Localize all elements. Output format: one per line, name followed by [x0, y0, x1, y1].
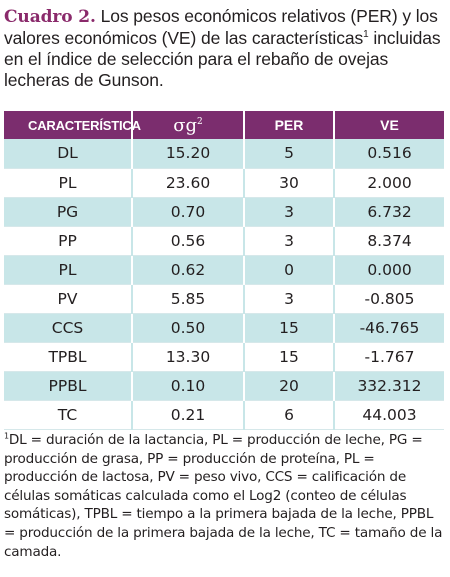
cell-per: 3: [244, 197, 335, 227]
cell-caracteristica: PP: [4, 226, 133, 256]
caption-text: Los pesos económicos relativos (PER) y l…: [4, 6, 438, 48]
cell-caracteristica: PL: [4, 168, 133, 198]
header-sigma-g-label: σg: [173, 114, 198, 136]
cell-caracteristica: CCS: [4, 313, 133, 344]
table-row: PPBL 0.10 20 332.312: [4, 371, 444, 402]
cell-per: 0: [244, 255, 335, 285]
cell-per: 3: [244, 226, 335, 256]
table-caption: Cuadro 2. Los pesos económicos relativos…: [4, 6, 444, 91]
footnote-text: DL = duración de la lactancia, PL = prod…: [4, 432, 443, 560]
table-row: DL 15.20 5 0.516: [4, 139, 444, 169]
table-row: PP 0.56 3 8.374: [4, 226, 444, 256]
table-row: PL 0.62 0 0.000: [4, 255, 444, 285]
cell-sigma-g: 23.60: [132, 168, 245, 198]
cell-sigma-g: 0.56: [132, 226, 245, 256]
cell-per: 15: [244, 342, 335, 373]
footnote-mark: 1: [4, 431, 9, 441]
cell-ve: 0.000: [334, 255, 444, 285]
cell-ve: -1.767: [334, 342, 444, 373]
cell-sigma-g: 0.10: [132, 371, 245, 402]
cell-sigma-g: 0.70: [132, 197, 245, 227]
cell-ve: 332.312: [334, 371, 444, 402]
cell-ve: 44.003: [334, 400, 444, 431]
cell-sigma-g: 5.85: [132, 284, 245, 315]
table-row: TPBL 13.30 15 -1.767: [4, 342, 444, 373]
cell-per: 3: [244, 284, 335, 315]
cell-ve: -0.805: [334, 284, 444, 315]
cell-per: 30: [244, 168, 335, 198]
cell-caracteristica: TPBL: [4, 342, 133, 373]
table-row: PV 5.85 3 -0.805: [4, 284, 444, 315]
cell-caracteristica: DL: [4, 139, 133, 169]
cell-caracteristica: PV: [4, 284, 133, 315]
table-body: DL 15.20 5 0.516 PL 23.60 30 2.000 PG 0.70 3 6.732 P…: [4, 139, 444, 431]
cell-caracteristica: PL: [4, 255, 133, 285]
header-sigma-g: σg2: [132, 111, 245, 139]
cell-caracteristica: PG: [4, 197, 133, 227]
caption-lead: Cuadro 2.: [4, 7, 96, 27]
table-footnote: 1DL = duración de la lactancia, PL = pro…: [4, 431, 446, 561]
economic-weights-table: CARACTERÍSTICA σg2 PER VE DL 15.20 5 0.516 P…: [4, 111, 444, 431]
cell-ve: -46.765: [334, 313, 444, 344]
table-row: PG 0.70 3 6.732: [4, 197, 444, 227]
cell-ve: 8.374: [334, 226, 444, 256]
cell-sigma-g: 0.62: [132, 255, 245, 285]
caption-text-end: incluidas en el índice de selección para…: [4, 28, 441, 90]
cell-ve: 2.000: [334, 168, 444, 198]
cell-sigma-g: 15.20: [132, 139, 245, 169]
header-per: PER: [244, 111, 335, 139]
cell-per: 15: [244, 313, 335, 344]
cell-per: 6: [244, 400, 335, 431]
caption-footnote-mark: 1: [363, 29, 369, 41]
cell-sigma-g: 13.30: [132, 342, 245, 373]
cell-caracteristica: TC: [4, 400, 133, 431]
header-caracteristica: CARACTERÍSTICA: [4, 111, 141, 139]
cell-sigma-g: 0.21: [132, 400, 245, 431]
cell-per: 5: [244, 139, 335, 169]
table-row: PL 23.60 30 2.000: [4, 168, 444, 198]
cell-ve: 6.732: [334, 197, 444, 227]
cell-sigma-g: 0.50: [132, 313, 245, 344]
header-sigma-g-exponent: 2: [197, 116, 203, 127]
header-ve: VE: [380, 117, 399, 133]
cell-caracteristica: PPBL: [4, 371, 133, 402]
cell-per: 20: [244, 371, 335, 402]
cell-ve: 0.516: [334, 139, 444, 169]
table-row: CCS 0.50 15 -46.765: [4, 313, 444, 344]
table-row: TC 0.21 6 44.003: [4, 400, 444, 431]
table-header-row: CARACTERÍSTICA σg2 PER VE: [4, 111, 444, 139]
